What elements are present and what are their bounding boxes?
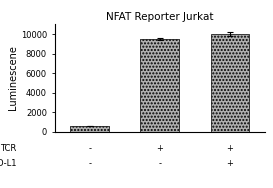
Bar xyxy=(210,34,249,132)
Text: +: + xyxy=(156,144,163,153)
Title: NFAT Reporter Jurkat: NFAT Reporter Jurkat xyxy=(106,12,213,22)
Text: -: - xyxy=(158,159,161,168)
Text: woodchuck PD-L1: woodchuck PD-L1 xyxy=(0,159,17,168)
Bar xyxy=(140,39,179,132)
Text: -: - xyxy=(88,159,91,168)
Text: -: - xyxy=(88,144,91,153)
Text: +: + xyxy=(226,144,233,153)
Text: +: + xyxy=(226,159,233,168)
Bar xyxy=(70,126,109,132)
Text: TCR: TCR xyxy=(1,144,17,153)
Y-axis label: Luminescene: Luminescene xyxy=(8,45,18,111)
